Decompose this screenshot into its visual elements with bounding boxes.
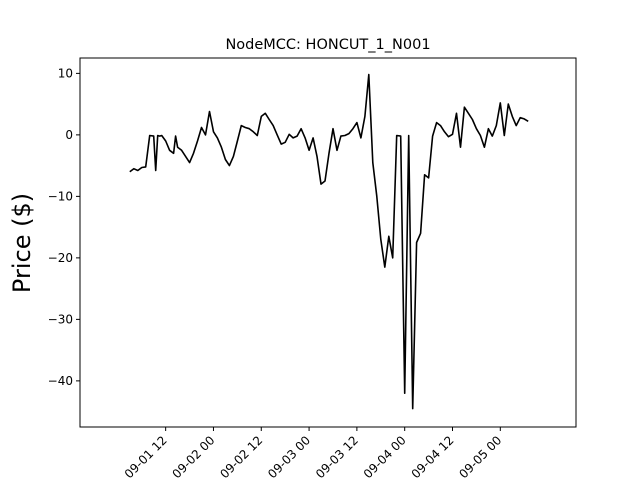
y-tick-label: 10 [58, 66, 73, 80]
y-axis-label: Price ($) [8, 193, 36, 293]
chart-title: NodeMCC: HONCUT_1_N001 [225, 37, 430, 53]
price-series-line [129, 73, 529, 410]
y-tick-label: −10 [48, 189, 73, 203]
y-tick-label: 0 [65, 128, 73, 142]
y-tick-label: −40 [48, 374, 73, 388]
y-tick-label: −20 [48, 251, 73, 265]
plot-frame [79, 57, 577, 428]
y-tick-label: −30 [48, 312, 73, 326]
